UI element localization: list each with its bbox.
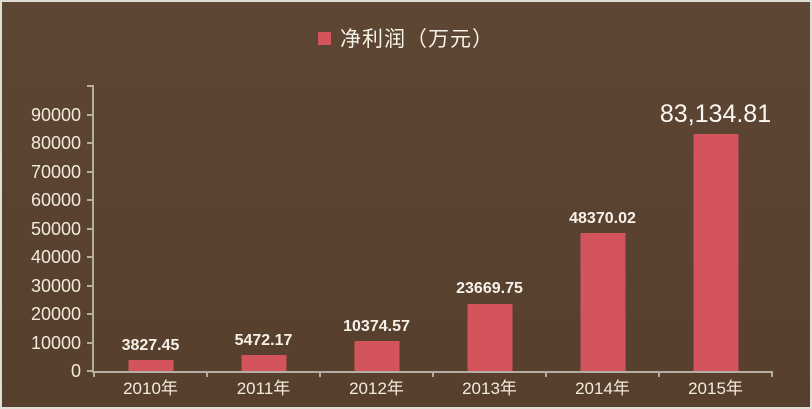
bar-value-label: 3827.45 [121, 336, 180, 354]
bar-2015年 [693, 134, 738, 371]
y-axis-tick [87, 341, 94, 344]
x-axis-tick [771, 371, 773, 377]
y-axis-tick [87, 313, 94, 315]
x-axis-tick [93, 371, 95, 377]
y-axis-tick-label: 0 [70, 361, 81, 381]
y-axis-tick-label: 40000 [30, 247, 81, 267]
y-axis-labels: 0 10000 20000 30000 40000 50000 60000 70000 8000… [6, 86, 81, 381]
legend-label: 净利润（万元） [340, 28, 494, 51]
bar-value-label: 83,134.81 [659, 100, 772, 129]
x-axis-tick [205, 371, 208, 377]
y-axis-tick [87, 284, 94, 287]
legend-swatch-icon [318, 31, 331, 45]
bar-value-label: 10374.57 [343, 318, 410, 336]
plot-area: 0 10000 20000 30000 40000 50000 60000 70000 8000… [31, 85, 773, 397]
bar-2014年 [580, 233, 625, 371]
x-axis-label: 2015年 [688, 379, 743, 398]
y-axis-tick-label: 30000 [30, 275, 81, 296]
bar-2012年 [354, 341, 399, 371]
bar-value-label: 48370.02 [569, 209, 636, 227]
x-axis-tick [432, 371, 434, 377]
y-axis-tick-label: 80000 [30, 133, 81, 153]
y-axis-tick [87, 370, 94, 372]
y-axis-tick-label: 20000 [30, 304, 81, 324]
y-axis-tick [87, 85, 94, 87]
y-axis-tick [87, 113, 94, 116]
bar-2013年 [467, 303, 512, 371]
y-axis-tick-label: 90000 [30, 104, 81, 125]
x-axis-label: 2014年 [575, 379, 630, 398]
bar-value-label: 5472.17 [234, 332, 293, 350]
y-axis-tick-label: 60000 [30, 190, 81, 210]
y-axis-tick-label: 50000 [30, 218, 81, 239]
y-axis-tick-label: 70000 [30, 161, 81, 182]
bar-value-label: 23669.75 [456, 280, 523, 298]
y-axis-tick [87, 256, 94, 258]
x-axis-tick [318, 371, 321, 377]
y-axis-tick [87, 170, 94, 173]
bar-2011年 [241, 355, 286, 371]
chart-legend: 净利润（万元） [2, 24, 810, 52]
y-axis-tick [87, 142, 94, 144]
y-axis-tick [87, 199, 94, 201]
x-axis-label: 2011年 [236, 379, 291, 398]
x-axis-label: 2013年 [462, 379, 517, 398]
bar-2010年 [128, 360, 173, 371]
x-axis-label: 2010年 [123, 379, 178, 398]
x-axis-label: 2012年 [349, 379, 404, 398]
y-axis-tick-label: 10000 [30, 332, 81, 353]
x-axis-tick [544, 371, 547, 377]
y-axis-tick [87, 227, 94, 230]
x-axis-tick [658, 371, 660, 377]
